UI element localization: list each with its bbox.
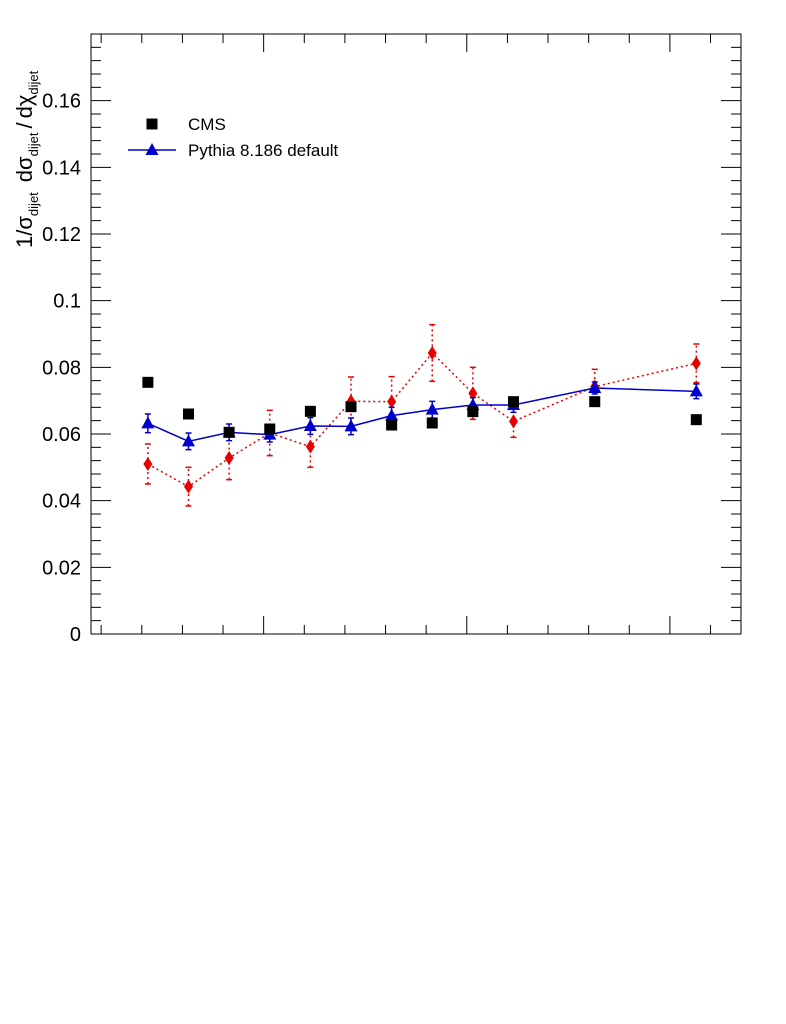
legend-entry: Pythia 8.186 default — [128, 141, 339, 160]
series-line-red — [147, 351, 697, 488]
data-point-pythia — [425, 402, 439, 415]
data-point-pythia — [141, 416, 155, 429]
data-point-cms — [426, 417, 438, 429]
y-tick-label: 0.12 — [42, 224, 81, 246]
data-point-red — [305, 439, 315, 454]
data-point-cms — [264, 423, 276, 435]
data-point-pythia — [588, 381, 602, 393]
data-point-pythia — [344, 419, 358, 432]
y-tick-label: 0.08 — [42, 357, 81, 379]
data-point-cms — [386, 419, 398, 431]
y-tick-label: 0.1 — [53, 291, 81, 313]
y-tick-label: 0.02 — [42, 557, 81, 579]
data-point-cms — [508, 396, 519, 408]
series-red — [143, 323, 701, 507]
data-point-pythia — [385, 408, 399, 421]
y-axis-label-subscript: dijet — [26, 192, 41, 216]
legend: CMS Pythia 8.186 default — [128, 115, 339, 160]
data-point-red — [509, 414, 518, 429]
data-point-cms — [183, 408, 194, 420]
legend-entry: CMS — [146, 115, 226, 134]
y-axis-label-part: 1/σ — [12, 216, 37, 248]
y-tick-label: 0.14 — [42, 157, 81, 179]
y-axis-ticks: 0 0.02 0.04 0.06 0.08 0.1 0.12 0.14 0.16 — [42, 33, 741, 646]
plot-frame — [90, 33, 742, 635]
data-point-cms — [142, 376, 154, 388]
legend-label: CMS — [188, 115, 226, 134]
data-point-cms — [223, 426, 235, 438]
data-point-cms — [304, 405, 316, 417]
y-axis-label-text: 1/σdijetdσdijet/dχdijet — [12, 70, 41, 248]
legend-label: Pythia 8.186 default — [188, 141, 339, 160]
y-tick-label: 0.16 — [42, 91, 81, 113]
axes — [90, 33, 742, 635]
y-axis-label-part: dσ — [12, 156, 37, 182]
y-axis-label-part: / — [12, 122, 37, 129]
legend-marker — [145, 143, 159, 155]
y-axis-label: 1/σdijetdσdijet/dχdijet — [12, 70, 41, 248]
series — [141, 323, 703, 507]
legend-marker — [146, 118, 158, 130]
y-axis-label-subscript: dijet — [26, 70, 41, 94]
y-tick-label: 0.04 — [42, 491, 81, 513]
data-point-red — [691, 356, 701, 371]
data-point-cms — [467, 406, 479, 418]
y-tick-label: 0 — [70, 624, 81, 646]
series-pythia — [141, 381, 703, 451]
data-point-cms — [589, 396, 601, 408]
y-tick-label: 0.06 — [42, 424, 81, 446]
data-point-cms — [690, 414, 702, 426]
y-axis-label-subscript: dijet — [26, 132, 41, 156]
series-line-pythia — [147, 387, 697, 443]
data-point-cms — [345, 401, 357, 413]
data-point-pythia — [689, 384, 703, 397]
data-point-red — [224, 451, 234, 465]
data-point-pythia — [182, 434, 195, 447]
data-point-pythia — [303, 419, 317, 431]
series-cms — [142, 376, 702, 438]
data-point-red — [184, 479, 193, 494]
x-axis-ticks — [100, 34, 712, 634]
data-point-red — [143, 457, 153, 471]
data-point-red — [427, 346, 437, 360]
data-point-red — [387, 394, 397, 409]
data-point-red — [468, 386, 478, 401]
y-axis-label-part: dχ — [12, 94, 37, 118]
